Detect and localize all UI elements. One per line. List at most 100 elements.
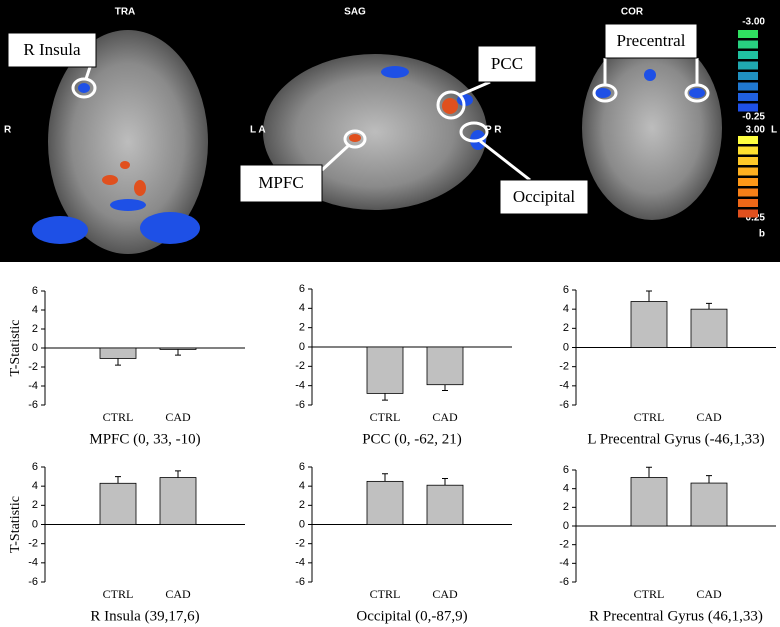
error-bar xyxy=(706,475,712,484)
colorbar-swatch xyxy=(738,61,758,70)
chart-title: Occipital (0,-87,9) xyxy=(356,608,467,624)
colorbar xyxy=(738,30,758,218)
colorbar-swatch xyxy=(738,199,758,207)
orientation-label: P R xyxy=(485,125,502,136)
colorbar-swatch xyxy=(738,30,758,38)
bar xyxy=(159,477,197,525)
error-bar xyxy=(115,358,121,366)
y-tick-label: 6 xyxy=(299,461,305,473)
callout-label: MPFC xyxy=(258,173,303,192)
chart-title: MPFC (0, 33, -10) xyxy=(89,431,200,447)
colorbar-swatch xyxy=(738,82,758,91)
y-tick-label: 6 xyxy=(563,464,569,476)
y-tick-label: 0 xyxy=(32,518,38,530)
chart-title: L Precentral Gyrus (-46,1,33) xyxy=(587,431,764,447)
y-tick-label: 6 xyxy=(32,285,38,297)
y-tick-label: -4 xyxy=(559,557,569,569)
y-tick-label: 0 xyxy=(563,520,569,532)
error-bar xyxy=(442,478,448,486)
colorbar-label: 3.00 xyxy=(746,125,766,136)
y-axis-label: T-Statistic xyxy=(8,496,23,553)
x-tick-label: CAD xyxy=(432,587,458,601)
error-bar xyxy=(382,393,388,401)
y-tick-label: 0 xyxy=(32,342,38,354)
y-tick-label: -6 xyxy=(28,399,38,411)
colorbar-swatch xyxy=(738,167,758,176)
y-tick-label: 4 xyxy=(32,480,38,492)
bar xyxy=(630,477,668,527)
error-bar xyxy=(646,290,652,302)
y-tick-label: -4 xyxy=(28,380,38,392)
error-bar xyxy=(706,302,712,310)
bar xyxy=(159,347,197,350)
x-tick-label: CTRL xyxy=(634,410,665,424)
y-tick-label: -6 xyxy=(559,399,569,411)
orientation-label: L A xyxy=(250,125,266,136)
colorbar-label: -3.00 xyxy=(742,17,765,28)
y-tick-label: -4 xyxy=(295,380,305,392)
chart-title: R Precentral Gyrus (46,1,33) xyxy=(589,608,763,624)
colorbar-swatch xyxy=(738,40,758,49)
x-tick-label: CAD xyxy=(165,587,191,601)
x-tick-label: CTRL xyxy=(103,410,134,424)
y-tick-label: 6 xyxy=(32,461,38,473)
error-bar xyxy=(175,349,181,356)
x-tick-label: CAD xyxy=(432,410,458,424)
x-tick-label: CTRL xyxy=(103,587,134,601)
y-tick-label: -4 xyxy=(559,380,569,392)
colorbar-swatch xyxy=(738,146,758,155)
y-tick-label: -4 xyxy=(28,557,38,569)
colorbar-swatch xyxy=(738,51,758,59)
y-tick-label: 2 xyxy=(32,323,38,335)
y-tick-label: -6 xyxy=(295,576,305,588)
y-tick-label: 2 xyxy=(299,499,305,511)
y-tick-label: -2 xyxy=(559,539,569,551)
y-tick-label: 4 xyxy=(563,303,569,315)
callout-boxes xyxy=(7,23,698,215)
y-tick-label: 4 xyxy=(299,302,305,314)
x-tick-label: CAD xyxy=(696,587,722,601)
orientation-label: R xyxy=(4,125,12,136)
y-tick-label: -2 xyxy=(28,538,38,550)
callout-label: R Insula xyxy=(23,40,81,59)
y-tick-label: 6 xyxy=(299,283,305,295)
colorbar-swatch xyxy=(738,93,758,101)
colorbar-swatch xyxy=(738,157,758,165)
view-label: SAG xyxy=(344,7,366,18)
x-tick-label: CTRL xyxy=(634,587,665,601)
y-tick-label: 4 xyxy=(32,304,38,316)
y-tick-label: 0 xyxy=(299,341,305,353)
colorbar-swatch xyxy=(738,136,758,144)
error-bar xyxy=(442,384,448,391)
error-bar xyxy=(382,473,388,482)
orientation-label: L xyxy=(771,125,777,136)
y-tick-label: 2 xyxy=(299,322,305,334)
bar xyxy=(366,480,404,525)
colorbar-label: 0.25 xyxy=(746,213,766,224)
bar xyxy=(426,346,464,386)
y-tick-label: -4 xyxy=(295,557,305,569)
y-tick-label: 2 xyxy=(32,499,38,511)
view-label: COR xyxy=(621,7,644,18)
chart-title: R Insula (39,17,6) xyxy=(90,608,199,624)
callout-shapes xyxy=(71,58,710,182)
x-tick-label: CAD xyxy=(696,410,722,424)
y-tick-label: -2 xyxy=(295,538,305,550)
y-tick-label: 4 xyxy=(299,480,305,492)
y-tick-label: 4 xyxy=(563,483,569,495)
bar xyxy=(630,301,668,348)
y-tick-label: 6 xyxy=(563,284,569,296)
bar xyxy=(690,308,728,348)
x-tick-label: CAD xyxy=(165,410,191,424)
bar xyxy=(366,346,404,394)
y-tick-label: -2 xyxy=(559,361,569,373)
colorbar-swatch xyxy=(738,188,758,197)
error-bar xyxy=(646,466,652,478)
y-tick-label: 2 xyxy=(563,322,569,334)
colorbar-swatch xyxy=(738,178,758,186)
colorbar-label: -0.25 xyxy=(742,112,765,123)
y-axis-label: T-Statistic xyxy=(8,319,23,376)
chart-title: PCC (0, -62, 21) xyxy=(362,431,462,447)
y-tick-label: 0 xyxy=(299,518,305,530)
